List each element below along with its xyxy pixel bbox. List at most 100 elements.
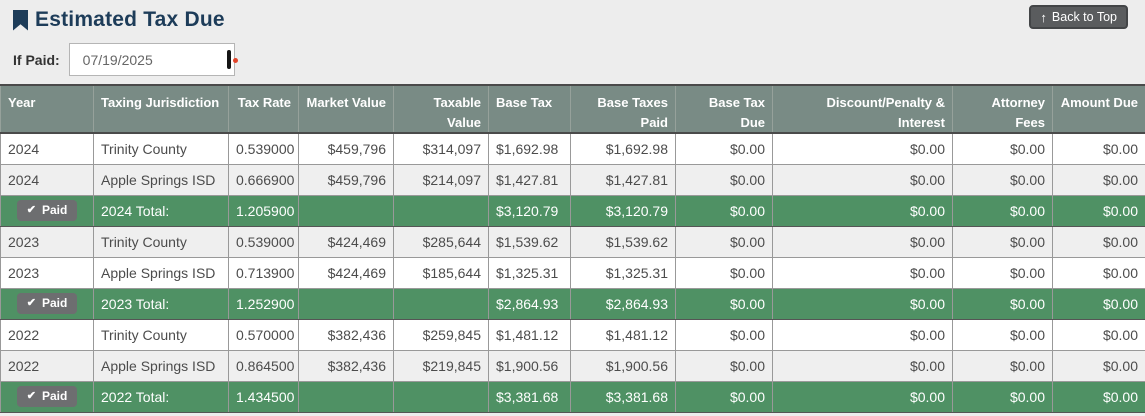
- cell-base_tax: $1,427.81: [488, 163, 571, 196]
- cell-base_tax_due: $0.00: [675, 318, 773, 351]
- column-header-taxable_value: Taxable Value: [393, 84, 489, 134]
- cell-base_taxes_paid: $1,539.62: [570, 225, 676, 258]
- check-icon: ✔: [26, 390, 36, 402]
- cell-attorney_fees: $0.00: [952, 349, 1053, 382]
- paid-badge-label: Paid: [41, 203, 68, 217]
- table-header-row: Year Taxing Jurisdiction Tax Rate Market Va…: [0, 84, 1145, 134]
- cell-total-label: 2022 Total:: [93, 380, 229, 413]
- paid-badge: ✔ Paid: [16, 200, 78, 221]
- cell-discount_penalty_interest: $0.00: [772, 225, 953, 258]
- if-paid-row: If Paid:: [13, 43, 1145, 76]
- cell-taxable_value: $185,644: [393, 256, 489, 289]
- column-header-jurisdiction: Taxing Jurisdiction: [93, 84, 229, 134]
- paid-badge-label: Paid: [41, 389, 68, 403]
- cell-tax_rate: 1.205900: [228, 194, 299, 227]
- total-row: ✔ Paid 2024 Total: 1.205900 $3,120.79 $3,120.…: [0, 194, 1145, 227]
- cell-discount_penalty_interest: $0.00: [772, 194, 953, 227]
- cell-market_value: $424,469: [298, 225, 394, 258]
- cell-taxable_value: $314,097: [393, 132, 489, 165]
- paid-badge: ✔ Paid: [16, 386, 78, 407]
- table-row: 2022 Trinity County 0.570000 $382,436 $259,8…: [0, 318, 1145, 351]
- bookmark-icon: [13, 9, 28, 31]
- cell-base_tax: $2,864.93: [488, 287, 571, 320]
- cell-year: 2024: [0, 132, 94, 165]
- cell-base_tax_due: $0.00: [675, 194, 773, 227]
- cell-total-label: 2023 Total:: [93, 287, 229, 320]
- column-header-attorney_fees: Attorney Fees: [952, 84, 1053, 134]
- cell-market_value: $382,436: [298, 318, 394, 351]
- check-icon: ✔: [26, 297, 36, 309]
- cell-base_tax: $1,481.12: [488, 318, 571, 351]
- section-title-row: Estimated Tax Due: [0, 0, 1145, 32]
- cell-base_tax: $3,120.79: [488, 194, 571, 227]
- paid-badge: ✔ Paid: [16, 293, 78, 314]
- cell-base_tax_due: $0.00: [675, 163, 773, 196]
- cell-attorney_fees: $0.00: [952, 318, 1053, 351]
- cell-base_tax_due: $0.00: [675, 380, 773, 413]
- paid-badge-label: Paid: [41, 296, 68, 310]
- cell-year: 2022: [0, 349, 94, 382]
- cell-market_value: $424,469: [298, 256, 394, 289]
- cell-discount_penalty_interest: $0.00: [772, 256, 953, 289]
- cell-jurisdiction: Trinity County: [93, 318, 229, 351]
- cell-year: 2022: [0, 318, 94, 351]
- cell-attorney_fees: $0.00: [952, 256, 1053, 289]
- cell-jurisdiction: Trinity County: [93, 132, 229, 165]
- cell-base_taxes_paid: $1,325.31: [570, 256, 676, 289]
- total-row: ✔ Paid 2023 Total: 1.252900 $2,864.93 $2,864.…: [0, 287, 1145, 320]
- total-row: ✔ Paid 2022 Total: 1.434500 $3,381.68 $3,381.…: [0, 380, 1145, 413]
- table-row: 2022 Apple Springs ISD 0.864500 $382,436 $21…: [0, 349, 1145, 382]
- cell-jurisdiction: Trinity County: [93, 225, 229, 258]
- cell-market_value: [298, 380, 394, 413]
- cell-discount_penalty_interest: $0.00: [772, 132, 953, 165]
- cell-discount_penalty_interest: $0.00: [772, 380, 953, 413]
- cell-base_taxes_paid: $1,900.56: [570, 349, 676, 382]
- column-header-market_value: Market Value: [298, 84, 394, 134]
- cell-base_tax: $1,692.98: [488, 132, 571, 165]
- column-header-base_tax: Base Tax: [488, 84, 571, 134]
- page-title: Estimated Tax Due: [35, 8, 225, 31]
- cell-base_taxes_paid: $2,864.93: [570, 287, 676, 320]
- if-paid-label: If Paid:: [13, 51, 60, 68]
- cell-tax_rate: 0.713900: [228, 256, 299, 289]
- cell-attorney_fees: $0.00: [952, 225, 1053, 258]
- check-icon: ✔: [26, 204, 36, 216]
- cell-tax_rate: 1.252900: [228, 287, 299, 320]
- cell-discount_penalty_interest: $0.00: [772, 349, 953, 382]
- cell-attorney_fees: $0.00: [952, 380, 1053, 413]
- cell-taxable_value: [393, 194, 489, 227]
- column-header-year: Year: [0, 84, 94, 134]
- cell-taxable_value: $259,845: [393, 318, 489, 351]
- cell-base_tax_due: $0.00: [675, 225, 773, 258]
- cell-attorney_fees: $0.00: [952, 194, 1053, 227]
- paid-status-cell: ✔ Paid: [0, 287, 94, 320]
- cell-base_tax_due: $0.00: [675, 132, 773, 165]
- cell-base_tax_due: $0.00: [675, 287, 773, 320]
- cell-discount_penalty_interest: $0.00: [772, 287, 953, 320]
- estimated-tax-table: Year Taxing Jurisdiction Tax Rate Market Va…: [0, 84, 1145, 413]
- cell-jurisdiction: Apple Springs ISD: [93, 256, 229, 289]
- table-row: 2024 Apple Springs ISD 0.666900 $459,796 $21…: [0, 163, 1145, 196]
- cell-base_taxes_paid: $1,692.98: [570, 132, 676, 165]
- cell-jurisdiction: Apple Springs ISD: [93, 349, 229, 382]
- back-to-top-button[interactable]: ↑ Back to Top: [1029, 5, 1128, 29]
- calendar-icon: [226, 49, 238, 69]
- if-paid-date-group: [68, 43, 238, 76]
- column-header-amount_due: Amount Due: [1052, 84, 1145, 134]
- table-row: 2024 Trinity County 0.539000 $459,796 $314,0…: [0, 132, 1145, 165]
- cell-year: 2023: [0, 256, 94, 289]
- cell-base_tax: $1,539.62: [488, 225, 571, 258]
- cell-base_taxes_paid: $1,427.81: [570, 163, 676, 196]
- cell-base_tax_due: $0.00: [675, 256, 773, 289]
- cell-taxable_value: $285,644: [393, 225, 489, 258]
- cell-attorney_fees: $0.00: [952, 163, 1053, 196]
- column-header-discount_penalty_interest: Discount/Penalty & Interest: [772, 84, 953, 134]
- cell-taxable_value: [393, 287, 489, 320]
- back-to-top-label: Back to Top: [1051, 10, 1117, 24]
- if-paid-date-input[interactable]: [69, 51, 182, 68]
- cell-market_value: $382,436: [298, 349, 394, 382]
- cell-market_value: [298, 194, 394, 227]
- cell-discount_penalty_interest: $0.00: [772, 318, 953, 351]
- cell-year: 2023: [0, 225, 94, 258]
